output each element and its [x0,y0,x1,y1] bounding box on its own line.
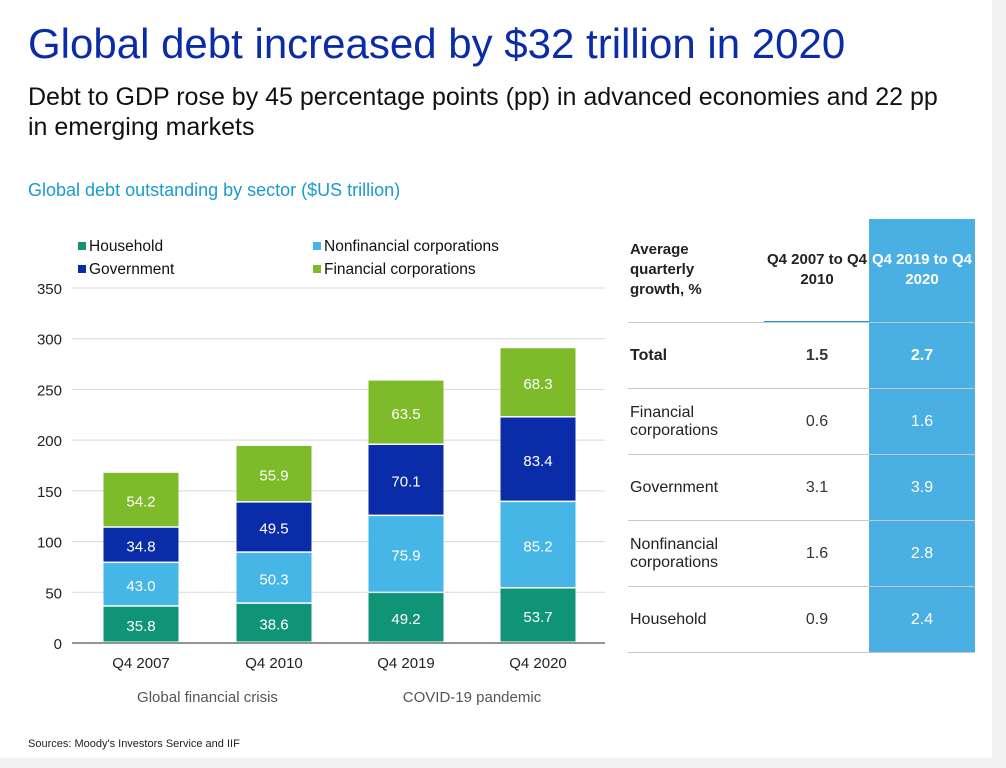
data-label: 63.5 [391,406,420,423]
table-row-label: Total [630,347,668,364]
data-label: 85.2 [523,538,552,555]
y-tick-label: 150 [37,484,62,501]
bar-segment-nonfinancial-corporations [103,563,179,606]
table-header-col1: Q4 2007 to Q4 2010 [766,251,868,288]
legend-swatch [78,265,86,273]
table-row-label: Household [630,611,707,628]
table-row-value-2007-2010: 0.9 [805,611,829,628]
bar-segment-household [500,588,576,642]
data-label: 49.2 [391,611,420,628]
data-label: 70.1 [391,474,420,491]
table-row-label: Financial corporations [630,404,719,439]
data-label: 75.9 [391,548,420,565]
y-tick-label: 350 [37,281,62,298]
data-label: 34.8 [126,538,155,555]
legend-label: Financial corporations [324,261,476,278]
y-tick-label: 50 [45,585,62,602]
data-label: 83.4 [523,453,552,470]
legend-label: Nonfinancial corporations [324,238,499,255]
bar-segment-government [500,417,576,501]
data-label: 53.7 [523,609,552,626]
data-label: 50.3 [259,571,288,588]
row-divider [628,520,975,521]
table-row-value-2019-2020: 2.4 [910,611,934,628]
table-row-value-2007-2010: 3.1 [805,479,829,496]
table-row-value-2007-2010: 1.6 [805,545,829,562]
table-row-value-2019-2020: 3.9 [910,479,934,496]
legend-swatch [313,242,321,250]
x-tick-label: Q4 2020 [509,655,567,672]
bar-segment-government [236,502,312,552]
table-row-label: Government [630,479,719,496]
data-label: 43.0 [126,578,155,595]
bottom-margin-panel [0,758,1006,768]
bar-segment-nonfinancial-corporations [236,552,312,603]
row-divider [628,388,975,389]
period-annotation: COVID-19 pandemic [403,689,542,706]
table-header-col2: Q4 2019 to Q4 2020 [871,251,973,288]
row-divider [628,586,975,587]
data-label: 54.2 [126,493,155,510]
table-row-value-2007-2010: 1.5 [805,347,829,364]
legend-swatch [313,265,321,273]
bar-segment-financial-corporations [500,348,576,417]
table-row-value-2019-2020: 2.8 [910,545,934,562]
page-title: Global debt increased by $32 trillion in… [28,20,846,67]
debt-stacked-bar-chart: 0 50 100 150 200 250 300 350 35.8 43.0 34.8 54.2 Q4 … [37,238,605,706]
right-margin-panel [992,0,1006,768]
legend-label: Household [89,238,163,255]
row-divider [628,652,975,653]
y-tick-label: 250 [37,382,62,399]
y-tick-label: 100 [37,535,62,552]
row-divider [628,454,975,455]
table-row-value-2019-2020: 2.7 [910,347,934,364]
table-row-label: Nonfinancial corporations [630,536,719,571]
table-row-value-2019-2020: 1.6 [910,413,934,430]
data-label: 38.6 [259,616,288,633]
period-annotation: Global financial crisis [137,689,278,706]
bar-segment-household [368,593,444,642]
x-tick-label: Q4 2007 [112,655,170,672]
chart-title: Global debt outstanding by sector ($US t… [28,180,401,200]
page-subtitle: Debt to GDP rose by 45 percentage points… [28,83,938,141]
bar-segment-government [103,527,179,562]
legend-label: Government [89,261,175,278]
bar-segment-financial-corporations [236,445,312,502]
highlight-column [869,219,975,653]
y-tick-label: 300 [37,332,62,349]
legend-swatch [78,242,86,250]
bar-segment-government [368,445,444,515]
y-tick-label: 200 [37,433,62,450]
data-label: 35.8 [126,618,155,635]
bar-segment-household [103,606,179,642]
y-tick-label: 0 [54,636,62,653]
data-label: 55.9 [259,467,288,484]
bar-segment-nonfinancial-corporations [500,502,576,588]
table-row-value-2007-2010: 0.6 [805,413,829,430]
source-note: Sources: Moody's Investors Service and I… [28,738,240,750]
bar-segment-financial-corporations [103,472,179,527]
x-tick-label: Q4 2010 [245,655,303,672]
row-divider [628,322,975,323]
bar-segment-household [236,603,312,642]
bar-segment-nonfinancial-corporations [368,516,444,592]
growth-table: Average quarterly growth, % Q4 2007 to Q… [628,219,975,653]
table-header-label: Average quarterly growth, % [630,241,702,298]
data-label: 49.5 [259,521,288,538]
x-tick-label: Q4 2019 [377,655,435,672]
bar-segment-financial-corporations [368,380,444,444]
data-label: 68.3 [523,376,552,393]
